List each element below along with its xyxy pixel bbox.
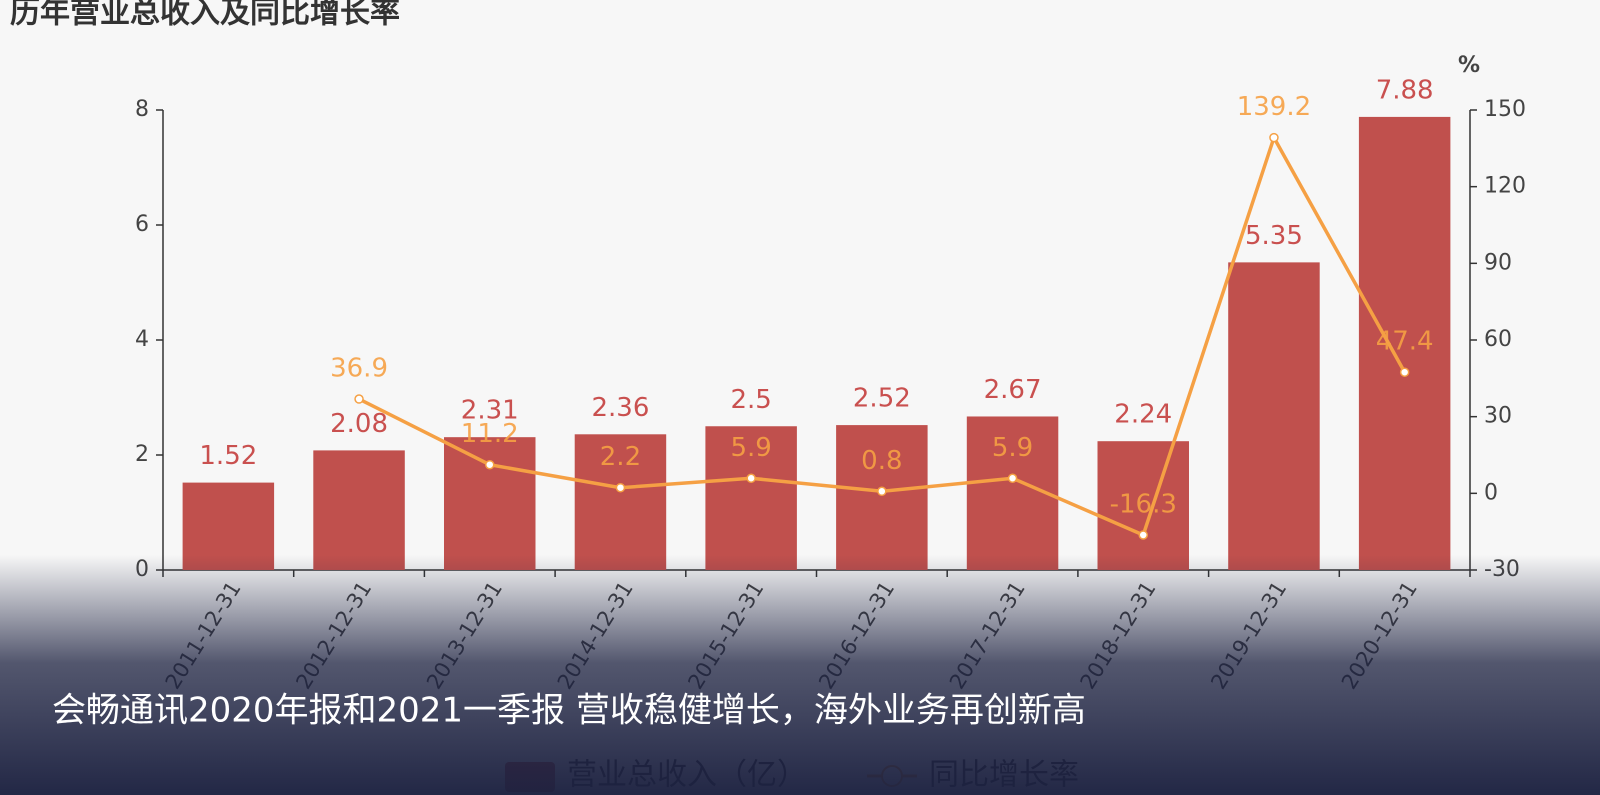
line-value-label: 47.4 [1376,327,1434,357]
y-tick-label: 2 [135,442,149,467]
line-marker [615,482,626,493]
y2-tick-label: 120 [1484,174,1526,199]
bar-value-label: 2.36 [592,393,650,423]
chart-title: 历年营业总收入及同比增长率 [10,0,400,31]
bar [705,426,797,570]
bar-value-label: 1.52 [199,441,257,471]
line-marker [1007,473,1018,484]
line-marker [1399,367,1410,377]
bar-value-label: 2.52 [853,384,911,414]
line-marker [877,486,887,497]
bar [1228,262,1320,570]
y2-tick-label: 30 [1484,404,1512,429]
bar-value-label: 7.88 [1376,75,1434,105]
y2-tick-label: 150 [1484,97,1526,122]
line-marker [485,459,495,470]
bar-value-label: 5.35 [1245,221,1303,251]
line-value-label: 11.2 [461,419,519,449]
line-marker [1138,530,1148,540]
y2-tick-label: 90 [1484,250,1512,275]
line-value-label: 5.9 [730,433,771,463]
line-marker [746,473,756,484]
bar [1358,116,1451,571]
bar [313,450,405,570]
line-marker [354,394,364,404]
bar-value-label: 2.67 [984,375,1042,405]
line-value-label: 2.2 [600,442,641,472]
bar-value-label: 2.5 [730,385,771,415]
line-value-label: 139.2 [1237,92,1311,122]
line-value-label: 0.8 [861,446,902,476]
y2-axis-label: % [1458,53,1480,78]
y2-tick-label: 0 [1484,480,1498,505]
caption: 会畅通讯2020年报和2021一季报 营收稳健增长，海外业务再创新高 [52,691,1086,731]
bar-value-label: 2.31 [461,396,519,426]
bar-value-label: 2.24 [1114,400,1172,430]
bar [836,425,928,570]
y-tick-label: 4 [135,327,149,352]
line-value-label: 5.9 [992,433,1033,463]
bar-value-label: 2.08 [330,409,388,439]
line-marker [1269,132,1279,143]
line-value-label: -16.3 [1110,489,1177,519]
bar [574,434,667,570]
y-tick-label: 6 [135,212,149,237]
caption-shade [0,555,1600,795]
bar [444,437,536,570]
bar [1097,441,1189,570]
y2-tick-label: 60 [1484,327,1512,352]
line-value-label: 36.9 [330,354,388,384]
y-tick-label: 8 [135,97,149,122]
